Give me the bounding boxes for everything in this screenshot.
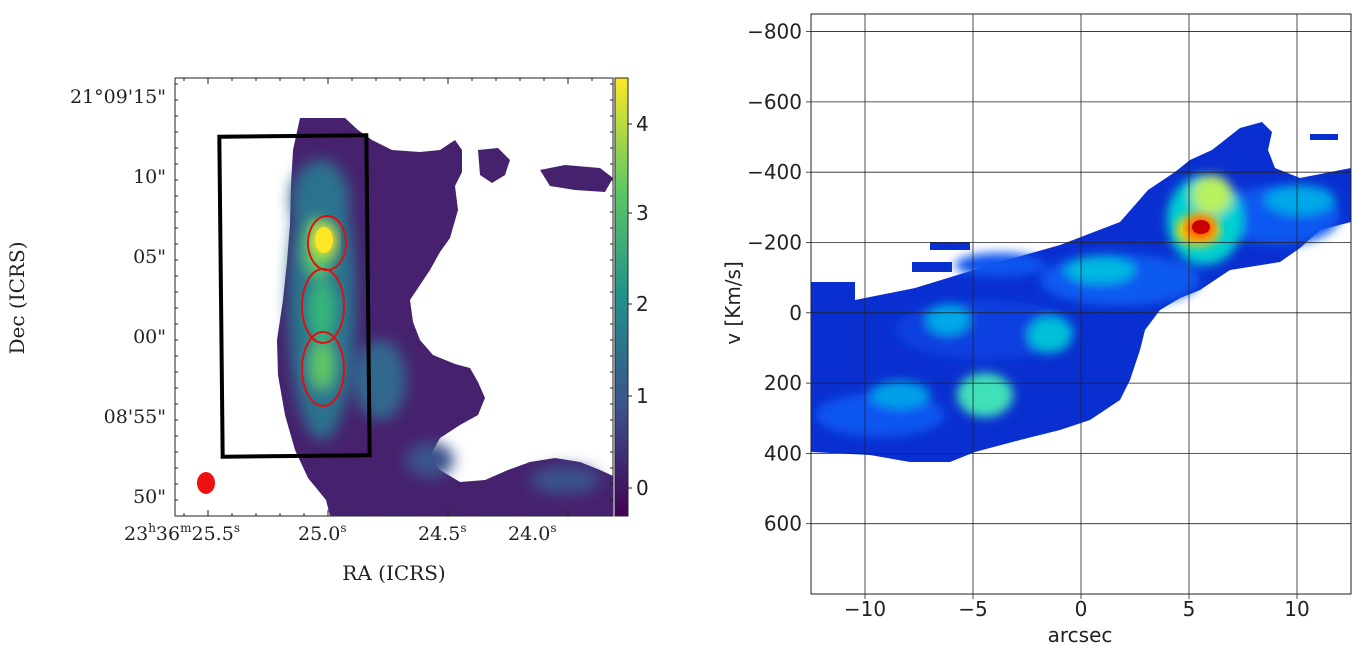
slit-box xyxy=(217,133,372,459)
pv-mask-blocks xyxy=(1310,134,1338,140)
pv-x-tick-label: 10 xyxy=(1284,597,1309,621)
pv-x-tick-label: −10 xyxy=(844,597,886,621)
dec-tick-label: 08'55" xyxy=(104,406,166,428)
colorbar-tick-label: 4 xyxy=(636,112,649,136)
dec-tick-label: 00" xyxy=(133,326,166,348)
colorbar-tick-label: 1 xyxy=(636,384,649,408)
colorbar-tick-label: 2 xyxy=(636,292,649,316)
emission-region-north xyxy=(378,148,510,198)
ra-tick-label: 25.0s xyxy=(298,521,346,545)
ra-tick-label: 23h36m25.5s xyxy=(124,521,240,545)
ra-tick-label: 24.5s xyxy=(418,521,466,545)
colorbar-tick-label: 3 xyxy=(636,201,649,225)
sky-map-image xyxy=(197,118,613,516)
region-ellipse-middle xyxy=(301,268,345,344)
y-axis-label: v [Km/s] xyxy=(721,261,745,345)
beam-ellipse xyxy=(197,472,215,494)
dec-tick-label: 10" xyxy=(133,166,166,188)
sky-axis-ticks xyxy=(175,78,613,516)
colorbar xyxy=(614,77,629,517)
pv-y-tick-label: −400 xyxy=(747,160,802,184)
emission-region xyxy=(277,118,613,516)
dec-tick-label: 05" xyxy=(133,246,166,268)
pv-y-tick-label: 200 xyxy=(764,371,802,395)
pv-y-tick-label: 600 xyxy=(764,512,802,536)
pv-grid xyxy=(806,14,1351,599)
pv-frame xyxy=(810,13,1352,595)
pv-x-tick-label: −5 xyxy=(958,597,987,621)
x-axis-label: arcsec xyxy=(1048,623,1113,647)
pv-y-tick-label: −200 xyxy=(747,230,802,254)
pv-x-tick-label: 0 xyxy=(1075,597,1088,621)
pv-tick-labels: −10 −5 0 5 10 −800 −600 −400 −200 0 200 400 600 xyxy=(747,20,1310,621)
y-axis-label: Dec (ICRS) xyxy=(5,242,29,355)
dec-tick-label: 21°09'15" xyxy=(70,86,166,108)
ra-tick-label: 24.0s xyxy=(508,521,556,545)
region-ellipse-south xyxy=(301,331,345,407)
pv-peak xyxy=(1192,220,1210,234)
pv-x-tick-label: 5 xyxy=(1183,597,1196,621)
pv-diagram-panel: −10 −5 0 5 10 −800 −600 −400 −200 0 200 400 600 arcs… xyxy=(721,13,1352,647)
emission-peak-core xyxy=(315,227,333,253)
colorbar-ticks xyxy=(628,123,632,489)
emission-region-east xyxy=(540,165,613,192)
pv-mask-block xyxy=(1252,252,1277,262)
pv-y-tick-label: −600 xyxy=(747,90,802,114)
pv-y-tick-label: 400 xyxy=(764,441,802,465)
pv-y-tick-label: −800 xyxy=(747,20,802,44)
pv-y-tick-label: 0 xyxy=(789,301,802,325)
colorbar-tick-label: 0 xyxy=(636,476,649,500)
pv-mask-block xyxy=(912,262,952,272)
x-axis-label: RA (ICRS) xyxy=(342,561,445,585)
sky-map-panel: 21°09'15" 10" 05" 00" 08'55" 50" 23h36m2… xyxy=(5,77,649,585)
pv-mask-block xyxy=(930,242,970,250)
dec-tick-label: 50" xyxy=(133,486,166,508)
